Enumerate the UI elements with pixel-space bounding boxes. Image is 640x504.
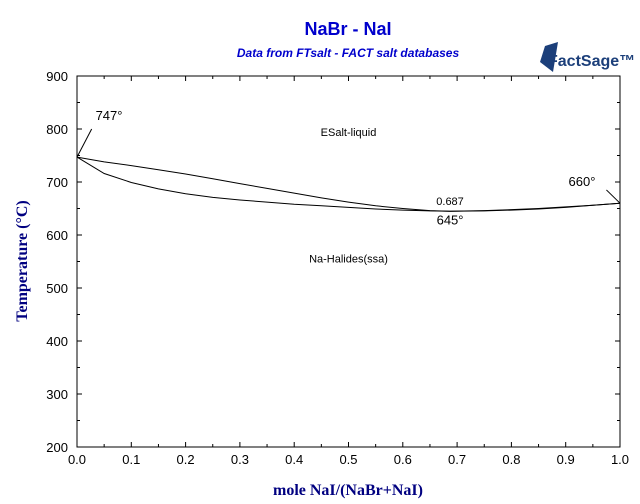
x-axis-label: mole NaI/(NaBr+NaI) xyxy=(273,482,423,499)
y-tick-label: 500 xyxy=(46,281,68,296)
y-axis-label: Temperature (°C) xyxy=(14,200,31,321)
x-tick-label: 1.0 xyxy=(611,452,629,467)
minimum-temperature-label: 645° xyxy=(437,212,464,227)
y-axis-ticks: 200 300 400 500 600 700 800 900 xyxy=(46,69,620,455)
leader-line-nai xyxy=(606,189,621,204)
chart-annotations: ESalt-liquid Na-Halides(ssa) 0.687 645° 747°… xyxy=(76,108,621,266)
region-label-solid: Na-Halides(ssa) xyxy=(309,254,388,266)
x-tick-label: 0.7 xyxy=(448,452,466,467)
region-label-liquid: ESalt-liquid xyxy=(321,127,377,139)
x-tick-label: 0.5 xyxy=(339,452,357,467)
chart-subtitle: Data from FTsalt - FACT salt databases xyxy=(237,46,460,60)
x-tick-label: 0.6 xyxy=(394,452,412,467)
phase-boundary-curves xyxy=(76,156,621,212)
minimum-composition-label: 0.687 xyxy=(436,196,464,208)
solidus-curve xyxy=(76,156,621,212)
y-tick-label: 300 xyxy=(46,387,68,402)
y-tick-label: 400 xyxy=(46,334,68,349)
x-tick-label: 0.8 xyxy=(502,452,520,467)
leader-line-nabr xyxy=(76,128,93,158)
y-tick-label: 200 xyxy=(46,440,68,455)
y-tick-label: 600 xyxy=(46,228,68,243)
x-tick-label: 0.3 xyxy=(231,452,249,467)
liquidus-curve xyxy=(76,156,621,212)
x-tick-label: 0.9 xyxy=(557,452,575,467)
x-tick-label: 0.1 xyxy=(122,452,140,467)
y-tick-label: 900 xyxy=(46,69,68,84)
y-tick-label: 800 xyxy=(46,122,68,137)
chart-title: NaBr - NaI xyxy=(304,19,391,39)
x-tick-label: 0.0 xyxy=(68,452,86,467)
x-tick-label: 0.2 xyxy=(177,452,195,467)
melting-point-label-nabr: 747° xyxy=(96,108,123,123)
x-tick-label: 0.4 xyxy=(285,452,303,467)
x-axis-ticks: 0.0 0.1 0.2 0.3 0.4 0.5 0.6 0.7 0.8 0.9 1.0 xyxy=(68,76,629,467)
factsage-logo: FactSage™ xyxy=(540,42,635,72)
melting-point-label-nai: 660° xyxy=(569,174,596,189)
y-tick-label: 700 xyxy=(46,175,68,190)
logo-text: FactSage™ xyxy=(548,53,635,70)
